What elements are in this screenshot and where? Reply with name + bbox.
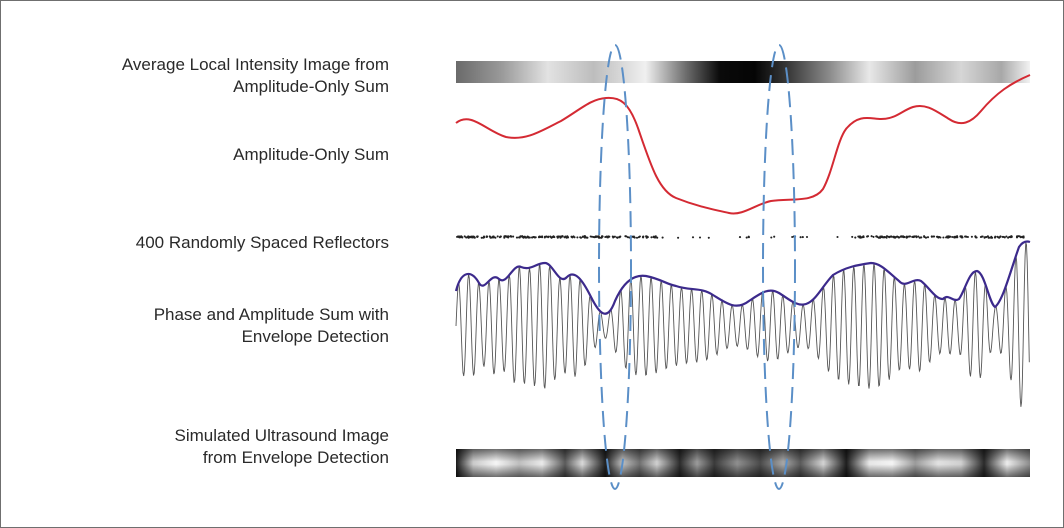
label-reflectors: 400 Randomly Spaced Reflectors (135, 233, 389, 252)
label-amplitude-only: Amplitude-Only Sum (233, 145, 389, 164)
random-reflectors (456, 235, 1025, 239)
label-average-intensity-line2: Amplitude-Only Sum (233, 77, 389, 96)
amplitude-only-sum-curve (455, 74, 1031, 215)
label-simulated-ultrasound-line2: from Envelope Detection (202, 448, 389, 467)
label-average-intensity: Average Local Intensity Image from Ampli… (122, 54, 389, 98)
label-phase-amplitude-line1: Phase and Amplitude Sum with (153, 305, 389, 324)
label-phase-amplitude-line2: Envelope Detection (241, 327, 389, 346)
label-average-intensity-line1: Average Local Intensity Image from (121, 55, 389, 74)
label-simulated-ultrasound: Simulated Ultrasound Image from Envelope… (174, 425, 389, 469)
phase-amplitude-waveform (455, 242, 1030, 407)
highlight-ellipse-right (762, 44, 796, 490)
envelope-detection-curve (454, 240, 1031, 315)
highlight-ellipse-left (598, 44, 632, 490)
simulated-ultrasound-image-bar (456, 449, 1030, 477)
label-phase-amplitude: Phase and Amplitude Sum with Envelope De… (154, 304, 389, 348)
average-intensity-image-bar (456, 61, 1030, 83)
label-simulated-ultrasound-line1: Simulated Ultrasound Image (174, 426, 389, 445)
